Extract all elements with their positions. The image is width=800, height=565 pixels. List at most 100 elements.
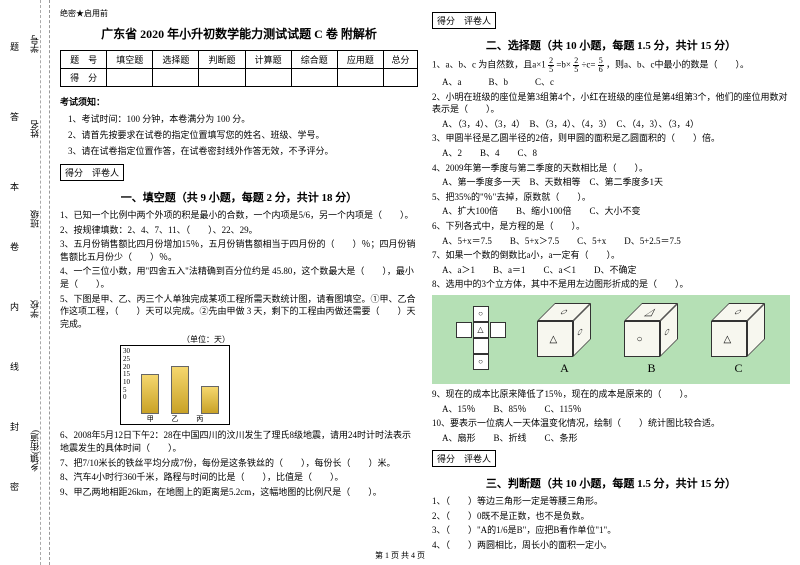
seal-char: 卷: [10, 240, 19, 253]
seal-char: 本: [10, 180, 19, 193]
scorer-box: 得分 评卷人: [432, 12, 496, 29]
xlabel: 丙: [196, 415, 203, 423]
cube-figure: ○ △ ○ ○ ○ △ A △: [432, 295, 790, 384]
seal-char: 题: [10, 40, 19, 53]
content-area: 绝密★启用前 广东省 2020 年小升初数学能力测试试题 C 卷 附解析 题 号…: [50, 0, 800, 565]
cube-c: ○ △ C: [711, 303, 767, 376]
stem: ，则a、b、c中最小的数是（ ）。: [606, 60, 749, 70]
cell: [107, 69, 153, 87]
net-cell: ○: [473, 354, 489, 370]
chart-box: 30 25 20 15 10 5 0 甲 乙 丙: [120, 345, 230, 425]
notice-item: 3、请在试卷指定位置作答，在试卷密封线外作答无效，不予评分。: [68, 144, 418, 157]
fraction: 25: [573, 57, 579, 74]
q1: 1、已知一个比例中两个外项的积是最小的合数，一个内项是5/6，另一个内项是（ ）…: [60, 209, 418, 222]
side-label-name: 姓名: [28, 120, 41, 138]
th: 判断题: [199, 51, 245, 69]
ytick: 0: [123, 394, 130, 402]
stem: ÷c=: [581, 60, 595, 70]
section1-title: 一、填空题（共 9 小题，每题 2 分，共计 18 分）: [60, 189, 418, 205]
y-axis: 30 25 20 15 10 5 0: [123, 348, 130, 402]
cube-front: ○: [624, 321, 660, 357]
s2q5-opts: A、扩大100倍 B、缩小100倍 C、大小不变: [442, 205, 790, 218]
cube-b: △ ○ ○ B: [624, 303, 680, 376]
s2q10: 10、要表示一位病人一天体温变化情况，绘制（ ）统计图比较合适。: [432, 417, 790, 430]
cube-label: C: [711, 361, 767, 376]
cube-a: ○ ○ △ A: [537, 303, 593, 376]
cube-label: B: [624, 361, 680, 376]
right-column: 得分 评卷人 二、选择题（共 10 小题，每题 1.5 分，共计 15 分） 1…: [432, 8, 790, 557]
scorer-box: 得分 评卷人: [60, 164, 124, 181]
net-cell: △: [473, 322, 489, 338]
s2q1: 1、a、b、c 为自然数，且a×1 25 =b× 25 ÷c= 56 ，则a、b…: [432, 57, 790, 74]
th: 综合题: [291, 51, 337, 69]
xlabel: 乙: [172, 415, 179, 423]
chart-unit: （单位：天）: [120, 334, 230, 345]
side-label-id: 学号: [28, 35, 41, 53]
net-cell: [490, 322, 506, 338]
notice-item: 1、考试时间：100 分钟，本卷满分为 100 分。: [68, 112, 418, 125]
page-footer: 第 1 页 共 4 页: [0, 550, 800, 561]
s2q10-opts: A、扇形 B、折线 C、条形: [442, 432, 790, 445]
x-axis: 甲 乙 丙: [121, 414, 229, 424]
q2: 2、按规律填数：2、4、7、11、（ ）、22、29。: [60, 224, 418, 237]
side-label-class: 班级: [28, 210, 41, 228]
seal-char: 线: [10, 360, 19, 373]
cell: [383, 69, 417, 87]
stem: 1、a、b、c 为自然数，且a×1: [432, 60, 546, 70]
table-row: 题 号 填空题 选择题 判断题 计算题 综合题 应用题 总分: [61, 51, 418, 69]
bar-bing: [201, 386, 219, 414]
th: 填空题: [107, 51, 153, 69]
page-root: 学号 姓名 班级 学校 乡镇(街道) 题 答 本 卷 内 线 封 密 绝密★启用…: [0, 0, 800, 565]
cell: [337, 69, 383, 87]
stem: =b×: [556, 60, 571, 70]
fraction: 25: [548, 57, 554, 74]
s3q2: 2、（ ）0既不是正数，也不是负数。: [432, 510, 790, 523]
s3q3: 3、（ ）"A的1/6是B"，应把B看作单位"1"。: [432, 524, 790, 537]
bar-chart: （单位：天） 30 25 20 15 10 5 0 甲: [120, 334, 418, 425]
seal-char: 封: [10, 420, 19, 433]
section2-title: 二、选择题（共 10 小题，每题 1.5 分，共计 15 分）: [432, 37, 790, 53]
scorer-box: 得分 评卷人: [432, 450, 496, 467]
s2q9-opts: A、15％ B、85％ C、115％: [442, 403, 790, 416]
q6: 6、2008年5月12日下午2：28在中国四川的汶川发生了理氏8级地震，请用24…: [60, 429, 418, 454]
net-cell: ○: [473, 306, 489, 322]
bar-yi: [171, 366, 189, 414]
s2q1-opts: A、a B、b C、c: [442, 76, 790, 89]
th: 题 号: [61, 51, 107, 69]
xlabel: 甲: [147, 415, 154, 423]
q8: 8、汽车4小时行360千米，路程与时间的比是（ ），比值是（ ）。: [60, 471, 418, 484]
fraction: 56: [598, 57, 604, 74]
q3: 3、五月份销售额比四月份增加15％，五月份销售额相当于四月份的（ ）％；四月份销…: [60, 238, 418, 263]
side-label-town: 乡镇(街道): [28, 430, 41, 472]
left-column: 绝密★启用前 广东省 2020 年小升初数学能力测试试题 C 卷 附解析 题 号…: [60, 8, 418, 557]
q7: 7、把7/10米长的铁丝平均分成7份，每份是这条铁丝的（ ），每份长（ ）米。: [60, 457, 418, 470]
exam-title: 广东省 2020 年小升初数学能力测试试题 C 卷 附解析: [60, 25, 418, 42]
cube-front: △: [537, 321, 573, 357]
side-label-school: 学校: [28, 300, 41, 318]
cube-label: A: [537, 361, 593, 376]
s2q6: 6、下列各式中，是方程的是（ ）。: [432, 220, 790, 233]
binding-sidebar: 学号 姓名 班级 学校 乡镇(街道) 题 答 本 卷 内 线 封 密: [0, 0, 50, 565]
cube-front: △: [711, 321, 747, 357]
s2q2-opts: A、（3，4）、（3，4） B、（3，4）、（4，3） C、（4，3）、（3，4…: [442, 118, 790, 131]
s2q8: 8、选用中的3个立方体，其中不是用左边图形折成的是（ ）。: [432, 278, 790, 291]
net-cell: [473, 338, 489, 354]
q9: 9、甲乙两地相距26km，在地图上的距离是5.2cm，这幅地图的比例尺是（ ）。: [60, 486, 418, 499]
s2q4: 4、2009年第一季度与第二季度的天数相比是（ ）。: [432, 162, 790, 175]
s2q7: 7、如果一个数的倒数比a小，a一定有（ ）。: [432, 249, 790, 262]
seal-char: 答: [10, 110, 19, 123]
q4: 4、一个三位小数，用"四舍五入"法精确到百分位约是 45.80，这个数最大是（ …: [60, 265, 418, 290]
notice-title: 考试须知：: [60, 95, 418, 108]
th: 选择题: [153, 51, 199, 69]
notice-item: 2、请首先按要求在试卷的指定位置填写您的姓名、班级、学号。: [68, 128, 418, 141]
seal-char: 密: [10, 480, 19, 493]
bar-jia: [141, 374, 159, 414]
section3-title: 三、判断题（共 10 小题，每题 1.5 分，共计 15 分）: [432, 475, 790, 491]
q5: 5、下图是甲、乙、丙三个人单独完成某项工程所需天数统计图，请看图填空。①甲、乙合…: [60, 293, 418, 331]
cell: [199, 69, 245, 87]
cell: [291, 69, 337, 87]
s2q3: 3、甲圆半径是乙圆半径的2倍，则甲圆的面积是乙圆面积的（ ）倍。: [432, 132, 790, 145]
s2q4-opts: A、第一季度多一天 B、天数相等 C、第二季度多1天: [442, 176, 790, 189]
th: 应用题: [337, 51, 383, 69]
s2q2: 2、小明在班级的座位是第3组第4个，小红在班级的座位是第4组第3个，他们的座位用…: [432, 91, 790, 116]
